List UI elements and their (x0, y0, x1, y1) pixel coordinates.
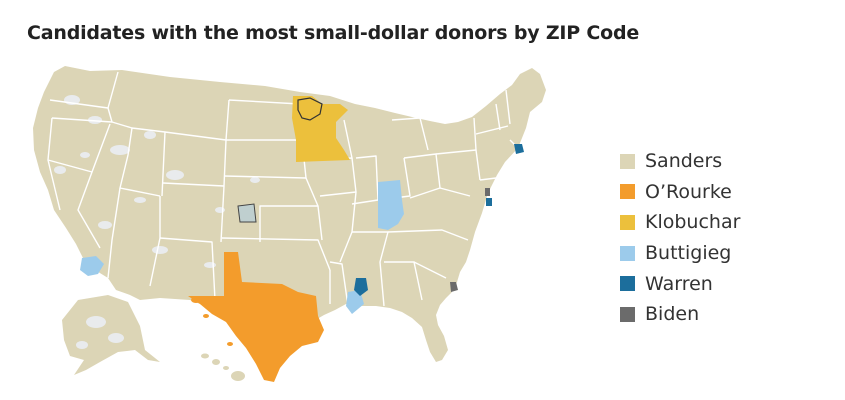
region-warren-delaware (486, 198, 492, 206)
legend-item-biden: Biden (620, 299, 740, 330)
legend-swatch-orourke (620, 184, 635, 200)
region-buttigieg-indiana (378, 180, 404, 230)
region-warren-mississippi (354, 278, 368, 296)
map-nodata-specks (54, 95, 260, 268)
legend-label-klobuchar: Klobuchar (645, 211, 741, 234)
legend-swatch-biden (620, 306, 635, 322)
alaska-nodata (76, 316, 124, 349)
region-klobuchar-minnesota (292, 96, 350, 162)
region-biden-southcarolina (450, 282, 458, 292)
legend-label-buttigieg: Buttigieg (645, 242, 732, 265)
region-buttigieg-mississippi (346, 290, 364, 314)
hawaii (201, 353, 245, 381)
legend-label-orourke: O’Rourke (645, 180, 732, 203)
legend-swatch-warren (620, 276, 635, 292)
legend-item-klobuchar: Klobuchar (620, 207, 740, 238)
map-title: Candidates with the most small-dollar do… (27, 22, 640, 44)
legend-item-warren: Warren (620, 268, 740, 299)
region-warren-massachusetts (514, 144, 524, 154)
legend: Sanders O’Rourke Klobuchar Buttigieg War… (620, 146, 740, 330)
legend-item-sanders: Sanders (620, 146, 740, 177)
region-orourke-specks (191, 297, 233, 346)
region-klobuchar-outline (297, 97, 323, 121)
region-buttigieg-kansas (237, 203, 257, 223)
legend-label-sanders: Sanders (645, 150, 723, 173)
legend-item-buttigieg: Buttigieg (620, 238, 740, 269)
legend-item-orourke: O’Rourke (620, 177, 740, 208)
legend-swatch-sanders (620, 153, 635, 169)
map-base-sanders (33, 66, 546, 376)
region-buttigieg-la (80, 256, 104, 276)
legend-label-warren: Warren (645, 272, 713, 295)
legend-swatch-buttigieg (620, 245, 635, 261)
legend-label-biden: Biden (645, 303, 700, 326)
legend-swatch-klobuchar (620, 214, 635, 230)
region-orourke-texas (188, 252, 324, 382)
region-biden-delaware (485, 188, 490, 196)
